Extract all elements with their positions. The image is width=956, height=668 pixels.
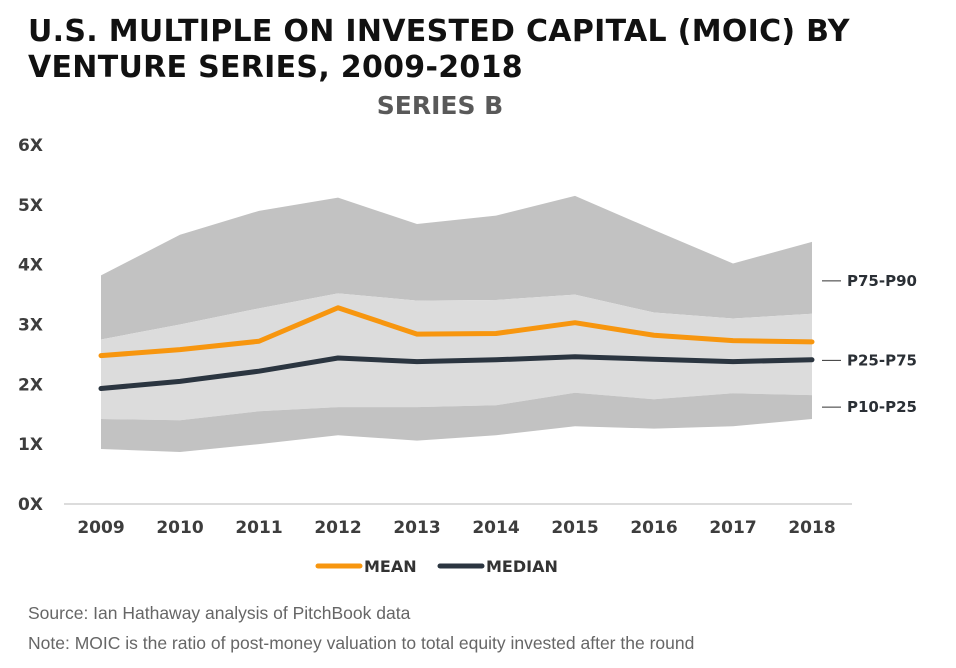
y-tick-label: 0X <box>18 495 43 515</box>
y-tick-label: 4X <box>18 256 43 276</box>
x-tick-label: 2018 <box>788 518 835 538</box>
footnote: Note: MOIC is the ratio of post-money va… <box>28 633 695 653</box>
series-line-median <box>98 354 815 392</box>
y-tick-label: 5X <box>18 196 43 216</box>
x-tick-label: 2010 <box>156 518 203 538</box>
band-p10-p25 <box>101 392 812 452</box>
axis-ticks: 0X 1X 2X 3X 4X 5X 6X 2009 2010 2011 2012 2013 2014 20… <box>18 136 836 538</box>
x-tick-label: 2014 <box>472 518 519 538</box>
x-tick-label: 2017 <box>709 518 756 538</box>
y-tick-label: 2X <box>18 375 43 395</box>
x-tick-label: 2013 <box>393 518 440 538</box>
chart-subtitle: SERIES B <box>377 91 503 120</box>
band-group <box>101 195 812 452</box>
x-tick-label: 2009 <box>77 518 124 538</box>
band-p75-p90 <box>101 195 812 340</box>
y-tick-label: 3X <box>18 316 43 336</box>
legend-label-median: MEDIAN <box>486 557 558 576</box>
legend-label-mean: MEAN <box>364 557 417 576</box>
band-p25-p75 <box>101 293 812 421</box>
band-label-p75-p90: P75-P90 <box>847 272 917 290</box>
legend: MEAN MEDIAN <box>315 557 558 576</box>
x-tick-label: 2012 <box>314 518 361 538</box>
band-label-p25-p75: P25-P75 <box>847 351 917 369</box>
x-tick-label: 2016 <box>630 518 677 538</box>
x-tick-label: 2011 <box>235 518 282 538</box>
source-note: Source: Ian Hathaway analysis of PitchBo… <box>28 603 411 623</box>
y-tick-label: 1X <box>18 435 43 455</box>
x-tick-label: 2015 <box>551 518 598 538</box>
band-label-p10-p25: P10-P25 <box>847 398 917 416</box>
series-line-mean <box>98 305 815 359</box>
series-group <box>98 305 815 392</box>
chart-title: U.S. MULTIPLE ON INVESTED CAPITAL (MOIC)… <box>28 14 850 85</box>
y-tick-label: 6X <box>18 136 43 156</box>
band-labels: P75-P90 P25-P75 P10-P25 <box>822 272 917 416</box>
